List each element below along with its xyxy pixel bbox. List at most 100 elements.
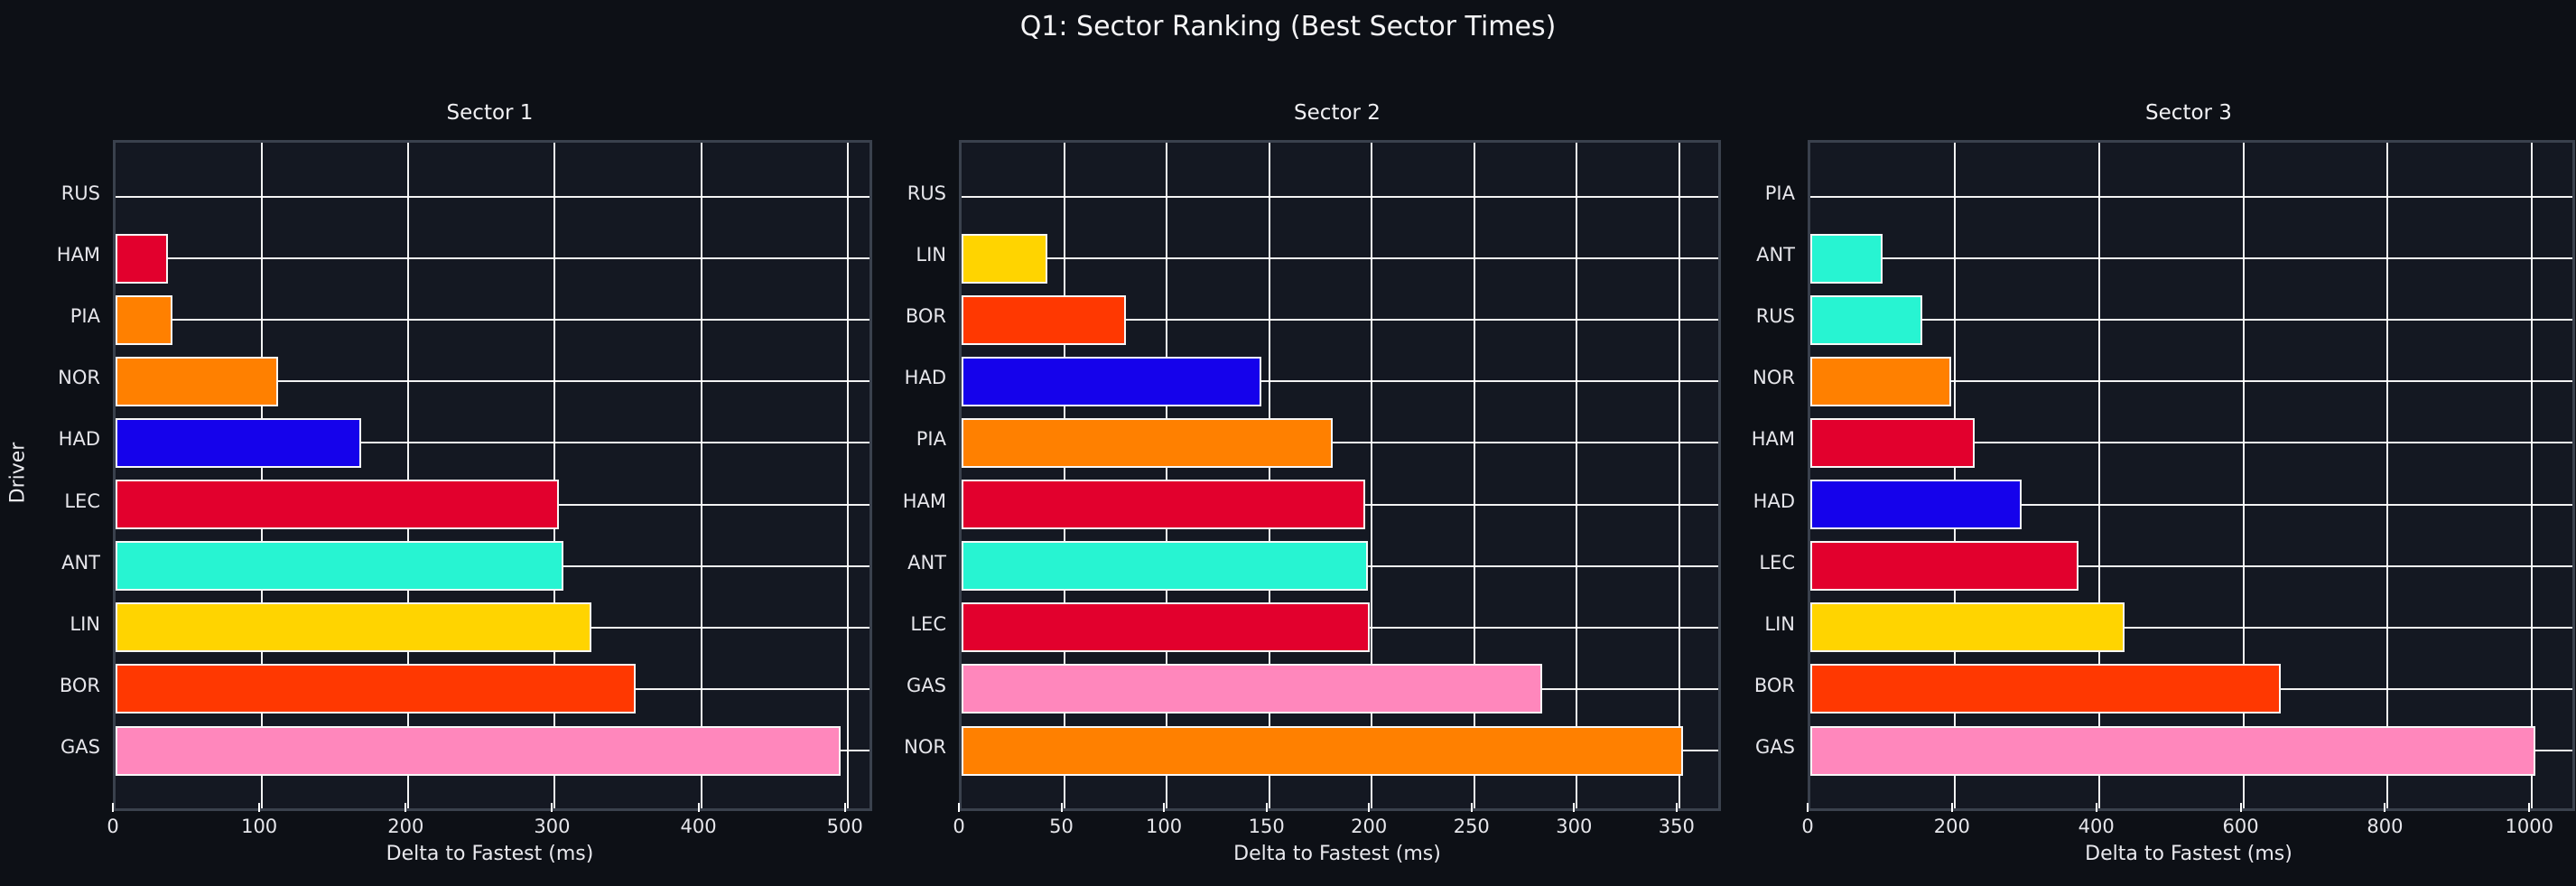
ytick-label-bor: BOR [1753, 674, 1795, 696]
gridline-y-lin [962, 257, 1718, 260]
subplot-title-sector-1: Sector 1 [446, 101, 534, 125]
xtick-mark-150 [1265, 803, 1268, 812]
bar-nor [1810, 356, 1951, 406]
ytick-label-pia: PIA [70, 305, 100, 328]
xtick-label-300: 300 [1556, 816, 1593, 837]
bar-nor [962, 725, 1684, 776]
xtick-label-300: 300 [534, 816, 571, 837]
gridline-x-200 [1371, 143, 1373, 808]
bar-bor [1810, 664, 2282, 714]
xtick-mark-0 [958, 803, 960, 812]
bar-lin [1810, 602, 2125, 653]
xtick-label-200: 200 [1351, 816, 1388, 837]
xtick-label-400: 400 [680, 816, 717, 837]
gridline-y-nor [1810, 380, 2572, 383]
axes-sector-3 [1808, 140, 2575, 811]
bar-gas [116, 725, 841, 776]
bar-gas [1810, 725, 2536, 776]
figure-title: Q1: Sector Ranking (Best Sector Times) [1019, 11, 1557, 42]
gridline-x-1000 [2531, 143, 2534, 808]
gridline-x-200 [1953, 143, 1956, 808]
bar-ant [1810, 233, 1883, 284]
gridline-y-had [1810, 503, 2572, 506]
xtick-mark-200 [405, 803, 407, 812]
subplot-title-sector-3: Sector 3 [2145, 101, 2232, 125]
xtick-mark-1000 [2528, 803, 2531, 812]
gridline-y-rus [962, 196, 1718, 198]
bar-lec [1810, 541, 2078, 592]
gridline-x-100 [1166, 143, 1168, 808]
gridline-y-pia [116, 319, 870, 322]
bar-rus [1810, 294, 1922, 345]
xtick-mark-300 [551, 803, 553, 812]
gridline-x-400 [700, 143, 702, 808]
ytick-label-bor: BOR [905, 305, 946, 328]
bar-had [116, 417, 362, 468]
gridline-y-rus [1810, 319, 2572, 322]
gridline-x-100 [261, 143, 264, 808]
ytick-label-had: HAD [1753, 490, 1795, 512]
xtick-label-200: 200 [1933, 816, 1970, 837]
gridline-y-rus [116, 196, 870, 198]
gridline-x-350 [1678, 143, 1680, 808]
xtick-mark-400 [2095, 803, 2097, 812]
xtick-label-350: 350 [1658, 816, 1695, 837]
bar-pia [962, 417, 1334, 468]
xtick-label-150: 150 [1248, 816, 1285, 837]
axes-sector-2 [959, 140, 1721, 811]
xtick-label-0: 0 [953, 816, 965, 837]
xtick-label-1000: 1000 [2505, 816, 2553, 837]
bar-bor [962, 294, 1126, 345]
bar-lec [962, 602, 1370, 653]
gridline-y-had [962, 380, 1718, 383]
gridline-y-ham [1810, 442, 2572, 444]
ytick-label-lec: LEC [910, 612, 946, 635]
ytick-label-ham: HAM [902, 490, 946, 512]
gridline-y-nor [116, 380, 870, 383]
gridline-x-500 [846, 143, 849, 808]
gridline-x-600 [2242, 143, 2245, 808]
bar-gas [962, 664, 1542, 714]
ytick-label-had: HAD [58, 428, 100, 451]
xtick-mark-200 [1368, 803, 1371, 812]
bar-ham [116, 233, 169, 284]
ytick-label-gas: GAS [1755, 736, 1795, 758]
gridline-x-250 [1473, 143, 1475, 808]
ytick-label-gas: GAS [907, 674, 946, 696]
ytick-label-ant: ANT [907, 551, 946, 574]
xtick-label-600: 600 [2222, 816, 2259, 837]
xtick-label-250: 250 [1453, 816, 1490, 837]
subplot-title-sector-2: Sector 2 [1294, 101, 1381, 125]
xtick-mark-100 [258, 803, 261, 812]
axes-sector-1 [113, 140, 872, 811]
gridline-y-had [116, 442, 870, 444]
xaxis-label-sector-1: Delta to Fastest (ms) [386, 843, 594, 865]
gridline-y-bor [962, 319, 1718, 322]
ytick-label-ant: ANT [1756, 244, 1795, 266]
ytick-label-rus: RUS [60, 182, 100, 204]
ytick-label-lec: LEC [64, 490, 100, 512]
ytick-label-gas: GAS [60, 736, 100, 758]
gridline-x-50 [1063, 143, 1065, 808]
ytick-label-rus: RUS [907, 182, 946, 204]
xaxis-label-sector-2: Delta to Fastest (ms) [1233, 843, 1441, 865]
bar-ant [962, 541, 1368, 592]
xtick-mark-50 [1060, 803, 1063, 812]
ytick-label-nor: NOR [904, 736, 946, 758]
xtick-label-200: 200 [387, 816, 424, 837]
ytick-label-lin: LIN [1764, 612, 1795, 635]
xtick-mark-200 [1950, 803, 1953, 812]
bar-lin [116, 602, 591, 653]
bar-ant [116, 541, 564, 592]
bar-bor [116, 664, 636, 714]
xtick-mark-0 [112, 803, 114, 812]
ytick-label-ham: HAM [1751, 428, 1795, 451]
yaxis-label-driver: Driver [6, 442, 30, 503]
gridline-x-200 [407, 143, 410, 808]
ytick-label-lec: LEC [1759, 551, 1795, 574]
xaxis-label-sector-3: Delta to Fastest (ms) [2085, 843, 2292, 865]
bar-pia [116, 294, 173, 345]
gridline-y-pia [962, 442, 1718, 444]
xtick-mark-300 [1573, 803, 1576, 812]
